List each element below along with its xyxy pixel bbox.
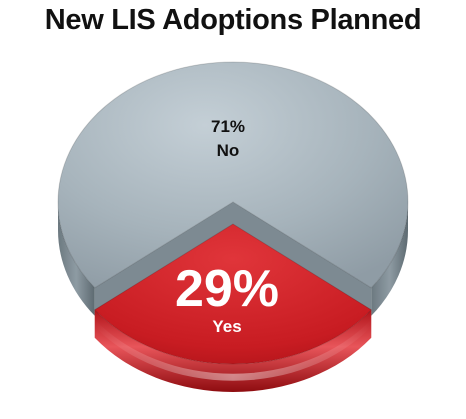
pie-slice-sheen-yes <box>94 319 372 381</box>
slice-value-no: 71% <box>211 117 245 136</box>
slice-label-no: 71% No <box>211 117 245 160</box>
pie-slice-wall-no <box>233 202 372 316</box>
slice-value-yes: 29% <box>175 260 279 318</box>
slice-name-yes: Yes <box>212 317 241 336</box>
chart-title: New LIS Adoptions Planned <box>44 4 422 36</box>
pie-slice-side-yes <box>94 309 372 392</box>
slice-name-no: No <box>217 141 240 160</box>
pie-slice-wall-no <box>94 202 233 316</box>
pie-slice-side-no <box>371 202 408 316</box>
slice-label-yes: 29%Yes <box>175 260 279 336</box>
pie-slice-side-no <box>57 202 95 316</box>
pie-slice-yes <box>93 223 373 365</box>
pie-slice-no <box>57 61 409 289</box>
